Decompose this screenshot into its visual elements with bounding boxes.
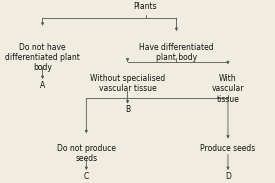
Text: Plants: Plants [134, 2, 157, 11]
Text: Have differentiated
plant body: Have differentiated plant body [139, 42, 214, 62]
Text: Do not have
differentiated plant
body: Do not have differentiated plant body [5, 42, 80, 72]
Text: D: D [225, 172, 231, 181]
Text: With
vascular
tissue: With vascular tissue [212, 74, 244, 104]
Text: Do not produce
seeds: Do not produce seeds [57, 144, 116, 163]
Text: A: A [40, 81, 45, 90]
Text: Without specialised
vascular tissue: Without specialised vascular tissue [90, 74, 165, 93]
Text: B: B [125, 105, 130, 115]
Text: Produce seeds: Produce seeds [200, 144, 255, 153]
Text: C: C [84, 172, 89, 181]
